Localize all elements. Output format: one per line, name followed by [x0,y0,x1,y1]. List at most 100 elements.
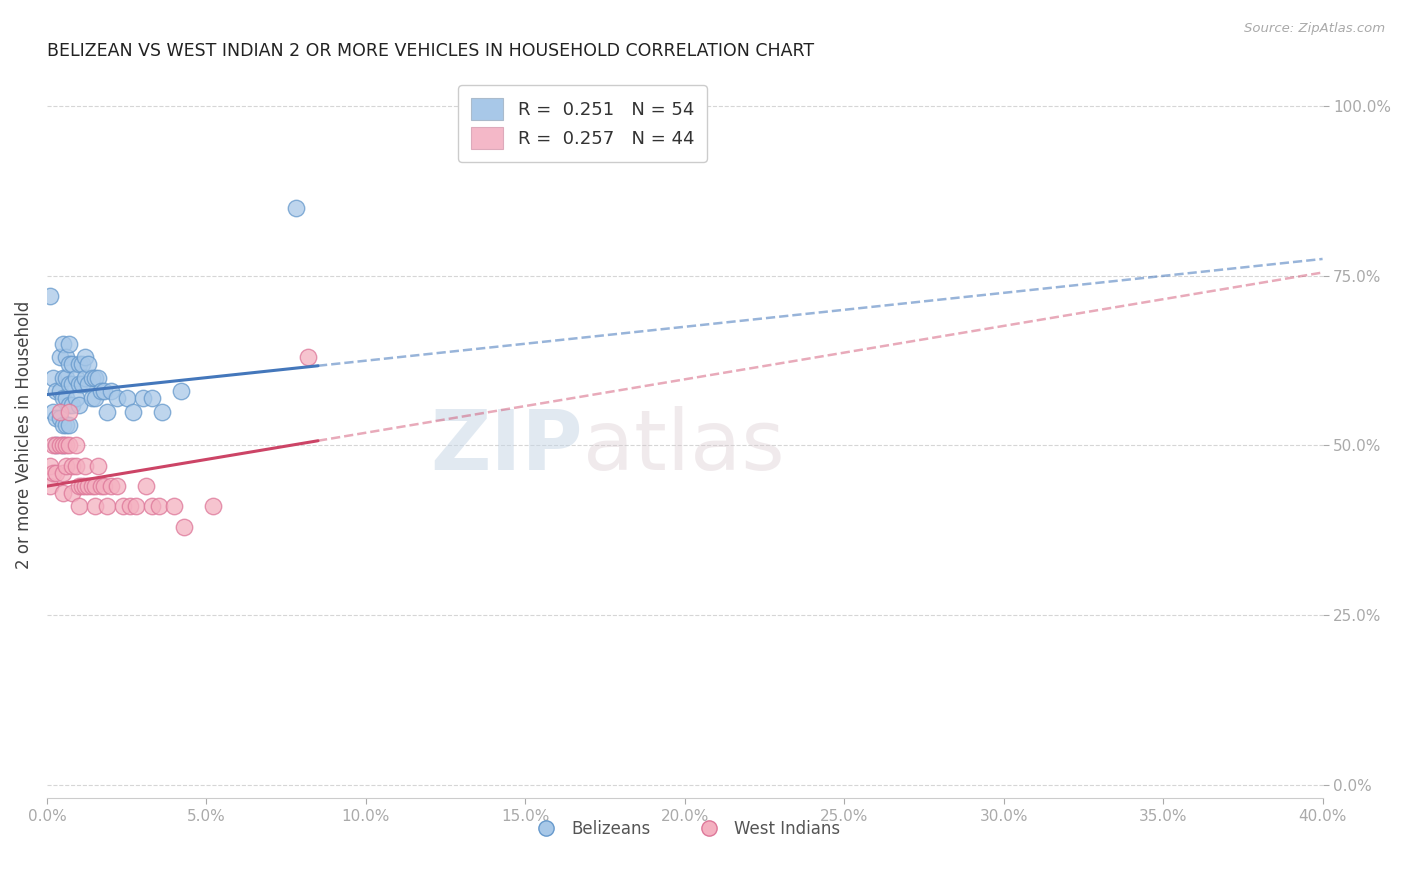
Point [83,500,105,514]
Point [163,500,186,514]
Point [48,384,70,399]
Point [201,500,224,514]
Point [42,370,65,384]
Point [45,438,67,452]
Point [58,377,80,392]
Point [52,466,75,480]
Text: atlas: atlas [582,406,785,487]
Point [65,391,87,405]
Point [173,520,195,534]
Point [58,357,80,371]
Point [67,357,90,371]
Point [70,377,93,392]
Point [150,404,173,418]
Point [65,458,87,473]
Point [55,418,77,433]
Point [131,391,153,405]
Point [141,500,163,514]
Text: BELIZEAN VS WEST INDIAN 2 OR MORE VEHICLES IN HOUSEHOLD CORRELATION CHART: BELIZEAN VS WEST INDIAN 2 OR MORE VEHICL… [46,42,814,60]
Point [58,336,80,351]
Point [75,458,97,473]
Point [67,500,90,514]
Point [55,351,77,365]
Point [48,438,70,452]
Point [70,357,93,371]
Point [83,479,105,493]
Point [48,404,70,418]
Point [42,404,65,418]
Point [105,391,128,405]
Point [83,370,105,384]
Point [96,404,118,418]
Point [93,479,115,493]
Point [284,201,307,215]
Point [39,458,62,473]
Point [87,370,110,384]
Point [52,418,75,433]
Point [105,479,128,493]
Point [48,411,70,425]
Point [60,398,83,412]
Point [58,438,80,452]
Point [100,384,122,399]
Point [77,377,100,392]
Point [42,438,65,452]
Text: ZIP: ZIP [430,406,582,487]
Point [55,458,77,473]
Point [75,479,97,493]
Point [80,391,103,405]
Point [52,438,75,452]
Point [122,404,145,418]
Point [75,351,97,365]
Point [83,391,105,405]
Point [48,351,70,365]
Point [55,391,77,405]
Point [77,479,100,493]
Y-axis label: 2 or more Vehicles in Household: 2 or more Vehicles in Household [15,301,32,569]
Point [65,438,87,452]
Point [115,391,138,405]
Point [58,404,80,418]
Point [67,377,90,392]
Point [297,351,319,365]
Point [60,458,83,473]
Point [52,438,75,452]
Point [65,370,87,384]
Legend: Belizeans, West Indians: Belizeans, West Indians [523,813,846,844]
Point [60,377,83,392]
Point [141,391,163,405]
Text: Source: ZipAtlas.com: Source: ZipAtlas.com [1244,22,1385,36]
Point [148,500,170,514]
Point [96,500,118,514]
Point [100,479,122,493]
Point [90,479,112,493]
Point [87,458,110,473]
Point [39,479,62,493]
Point [70,479,93,493]
Point [80,479,103,493]
Point [45,411,67,425]
Point [58,398,80,412]
Point [170,384,193,399]
Point [52,336,75,351]
Point [112,500,135,514]
Point [42,466,65,480]
Point [55,370,77,384]
Point [60,486,83,500]
Point [75,370,97,384]
Point [118,500,141,514]
Point [45,438,67,452]
Point [60,357,83,371]
Point [77,357,100,371]
Point [93,384,115,399]
Point [45,384,67,399]
Point [52,486,75,500]
Point [58,418,80,433]
Point [90,384,112,399]
Point [55,438,77,452]
Point [80,370,103,384]
Point [67,479,90,493]
Point [67,398,90,412]
Point [52,370,75,384]
Point [52,391,75,405]
